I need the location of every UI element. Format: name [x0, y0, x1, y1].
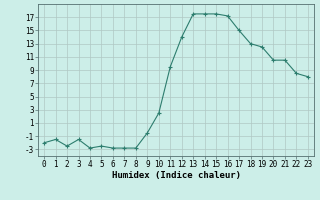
- X-axis label: Humidex (Indice chaleur): Humidex (Indice chaleur): [111, 171, 241, 180]
